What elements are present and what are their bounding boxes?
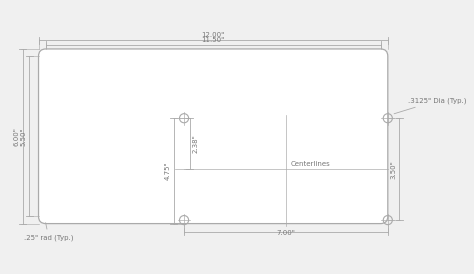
Text: 6.00": 6.00" (13, 127, 19, 146)
Text: 11.50": 11.50" (201, 37, 225, 43)
Text: 5.50": 5.50" (20, 127, 27, 145)
Text: Centerlines: Centerlines (290, 161, 330, 167)
Text: 12.00": 12.00" (201, 32, 225, 38)
Text: 4.75": 4.75" (165, 162, 171, 180)
Text: 2.38": 2.38" (193, 134, 199, 153)
Text: 3.50": 3.50" (391, 160, 397, 179)
Text: .25" rad (Typ.): .25" rad (Typ.) (24, 223, 73, 241)
FancyBboxPatch shape (38, 49, 388, 224)
Text: 7.00": 7.00" (276, 230, 295, 236)
Text: .3125" Dia (Typ.): .3125" Dia (Typ.) (394, 97, 467, 114)
